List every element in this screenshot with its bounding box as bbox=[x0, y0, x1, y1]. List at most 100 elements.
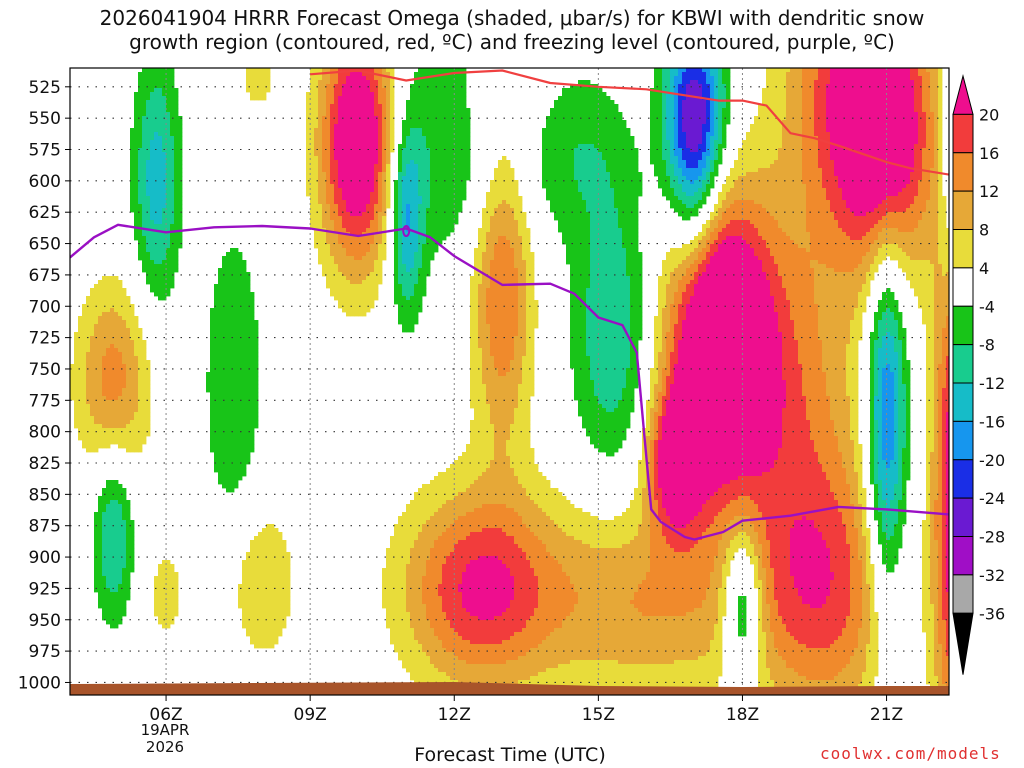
omega-cell bbox=[174, 592, 179, 597]
omega-cell bbox=[366, 108, 371, 113]
omega-cell bbox=[138, 348, 143, 353]
omega-cell bbox=[322, 220, 327, 225]
omega-cell bbox=[402, 596, 407, 601]
omega-cell bbox=[330, 176, 335, 181]
omega-cell bbox=[110, 424, 115, 429]
omega-cell bbox=[334, 160, 339, 165]
omega-cell bbox=[414, 532, 419, 537]
omega-cell bbox=[122, 320, 127, 325]
omega-cell bbox=[278, 604, 283, 609]
omega-cell bbox=[318, 232, 323, 237]
omega-cell bbox=[426, 580, 431, 585]
omega-cell bbox=[418, 664, 423, 669]
omega-cell bbox=[378, 224, 383, 229]
omega-cell bbox=[154, 236, 159, 241]
omega-cell bbox=[178, 196, 183, 201]
omega-cell bbox=[106, 604, 111, 609]
omega-cell bbox=[258, 588, 263, 593]
omega-cell bbox=[174, 208, 179, 213]
omega-cell bbox=[414, 592, 419, 597]
omega-cell bbox=[334, 236, 339, 241]
omega-cell bbox=[234, 364, 239, 369]
omega-cell bbox=[94, 444, 99, 449]
omega-cell bbox=[358, 204, 363, 209]
omega-cell bbox=[414, 128, 419, 133]
omega-cell bbox=[94, 440, 99, 445]
omega-cell bbox=[346, 168, 351, 173]
omega-cell bbox=[310, 148, 315, 153]
omega-cell bbox=[398, 236, 403, 241]
omega-cell bbox=[282, 616, 287, 621]
omega-cell bbox=[126, 392, 131, 397]
omega-cell bbox=[366, 120, 371, 125]
omega-cell bbox=[366, 220, 371, 225]
omega-cell bbox=[362, 228, 367, 233]
omega-cell bbox=[386, 88, 391, 93]
omega-cell bbox=[118, 492, 123, 497]
omega-cell bbox=[418, 140, 423, 145]
omega-cell bbox=[226, 352, 231, 357]
omega-cell bbox=[110, 616, 115, 621]
omega-cell bbox=[274, 636, 279, 641]
omega-cell bbox=[254, 640, 259, 645]
omega-cell bbox=[234, 468, 239, 473]
omega-cell bbox=[270, 580, 275, 585]
omega-cell bbox=[334, 196, 339, 201]
omega-cell bbox=[402, 624, 407, 629]
omega-cell bbox=[114, 400, 119, 405]
omega-cell bbox=[374, 68, 379, 73]
omega-cell bbox=[346, 216, 351, 221]
omega-cell bbox=[322, 96, 327, 101]
omega-cell bbox=[238, 284, 243, 289]
omega-cell bbox=[362, 164, 367, 169]
omega-cell bbox=[354, 160, 359, 165]
omega-cell bbox=[98, 392, 103, 397]
omega-cell bbox=[218, 320, 223, 325]
omega-cell bbox=[398, 256, 403, 261]
omega-cell bbox=[434, 556, 439, 561]
omega-cell bbox=[418, 516, 423, 521]
omega-cell bbox=[406, 288, 411, 293]
omega-cell bbox=[218, 440, 223, 445]
omega-cell bbox=[94, 548, 99, 553]
omega-cell bbox=[174, 204, 179, 209]
omega-cell bbox=[354, 304, 359, 309]
omega-cell bbox=[178, 240, 183, 245]
omega-cell bbox=[270, 552, 275, 557]
omega-cell bbox=[98, 440, 103, 445]
omega-cell bbox=[230, 308, 235, 313]
omega-cell bbox=[174, 580, 179, 585]
omega-cell bbox=[426, 616, 431, 621]
omega-cell bbox=[162, 272, 167, 277]
omega-cell bbox=[78, 328, 83, 333]
omega-cell bbox=[126, 548, 131, 553]
omega-cell bbox=[150, 164, 155, 169]
omega-cell bbox=[70, 396, 75, 401]
omega-cell bbox=[214, 404, 219, 409]
omega-cell bbox=[422, 88, 427, 93]
omega-cell bbox=[314, 100, 319, 105]
omega-cell bbox=[174, 164, 179, 169]
omega-cell bbox=[226, 468, 231, 473]
omega-cell bbox=[122, 560, 127, 565]
omega-cell bbox=[350, 288, 355, 293]
omega-cell bbox=[206, 376, 211, 381]
omega-cell bbox=[134, 440, 139, 445]
omega-cell bbox=[346, 156, 351, 161]
omega-cell bbox=[70, 376, 75, 381]
omega-cell bbox=[402, 552, 407, 557]
omega-cell bbox=[222, 280, 227, 285]
omega-cell bbox=[374, 220, 379, 225]
omega-cell bbox=[422, 624, 427, 629]
omega-cell bbox=[138, 404, 143, 409]
omega-cell bbox=[246, 380, 251, 385]
omega-cell bbox=[110, 580, 115, 585]
omega-cell bbox=[158, 152, 163, 157]
omega-cell bbox=[422, 576, 427, 581]
omega-cell bbox=[430, 100, 435, 105]
omega-cell bbox=[374, 88, 379, 93]
omega-cell bbox=[146, 232, 151, 237]
omega-cell bbox=[314, 132, 319, 137]
omega-cell bbox=[106, 584, 111, 589]
omega-cell bbox=[130, 196, 135, 201]
